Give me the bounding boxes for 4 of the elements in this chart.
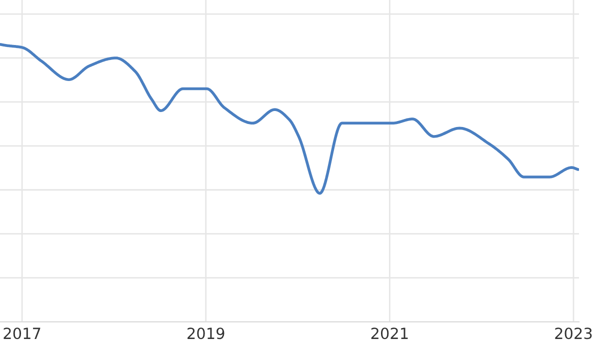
x-tick-label: 2017 xyxy=(4,328,40,340)
x-tick-label: 2023 xyxy=(555,328,592,340)
x-tick-label: 2021 xyxy=(371,328,408,340)
x-tick-label: 2019 xyxy=(188,328,224,340)
